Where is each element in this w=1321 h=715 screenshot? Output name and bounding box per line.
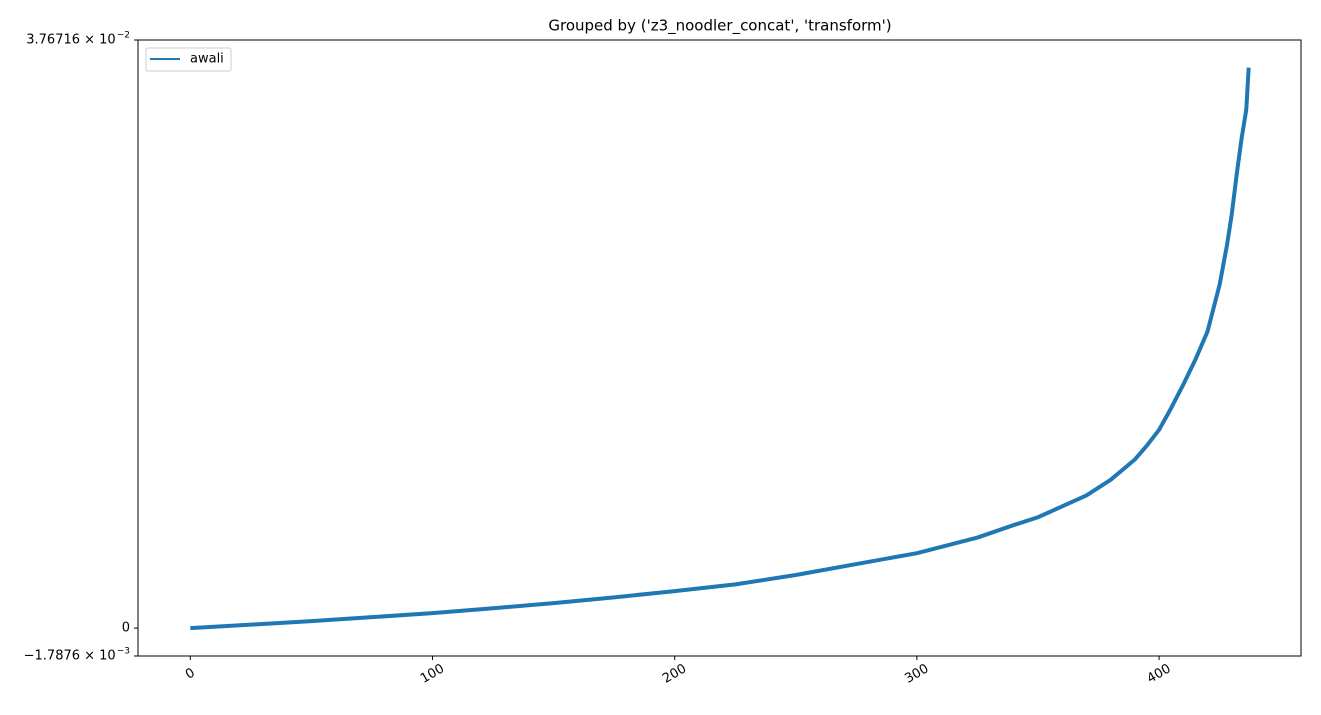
y-tick-label: 0 [122,621,130,636]
data-line [190,67,1251,631]
y-tick-exponent: −2 [117,31,130,41]
plot-frame [137,39,1302,657]
legend-label: awali [190,52,224,67]
legend-box [145,47,232,72]
y-tick-exponent: −3 [117,647,130,657]
y-tick-label: 3.76716 × 10 [26,33,115,48]
y-tick-label: −1.7876 × 10 [24,649,116,664]
chart-title: Grouped by ('z3_noodler_concat', 'transf… [548,17,891,36]
